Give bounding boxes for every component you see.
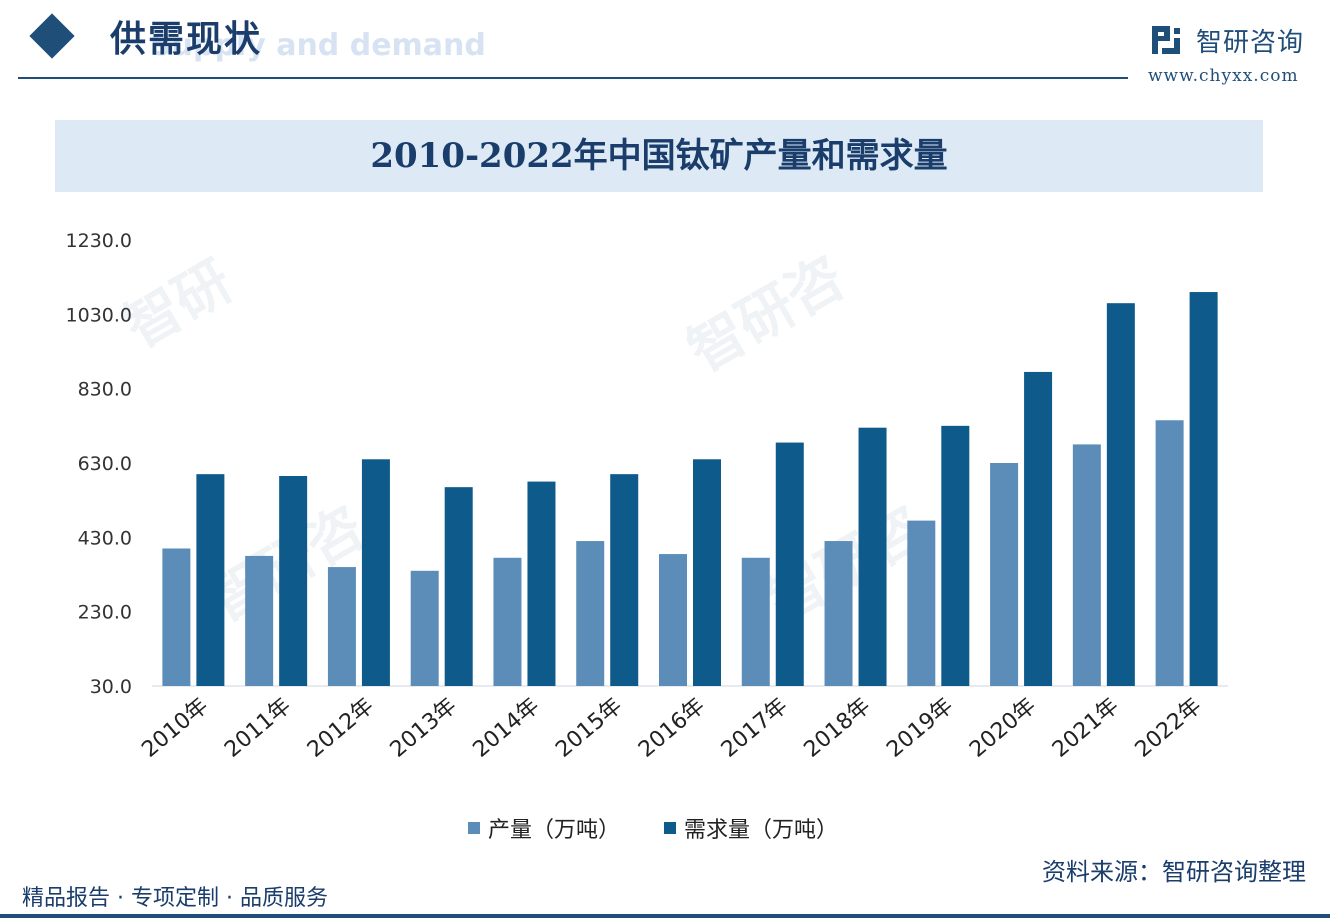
legend-item-demand: 需求量（万吨） bbox=[664, 812, 838, 844]
y-tick-label: 1230.0 bbox=[66, 230, 132, 252]
bar-production bbox=[1155, 420, 1184, 686]
bar-production bbox=[162, 548, 191, 686]
diamond-icon bbox=[29, 13, 75, 59]
y-tick-label: 30.0 bbox=[90, 676, 132, 698]
x-tick-label: 2010年 bbox=[137, 693, 213, 762]
x-tick-label: 2015年 bbox=[551, 693, 627, 762]
bar-demand bbox=[693, 459, 721, 686]
bar-production bbox=[410, 570, 439, 686]
bar-production bbox=[990, 463, 1019, 686]
source-note: 资料来源：智研咨询整理 bbox=[1042, 858, 1306, 886]
y-tick-label: 430.0 bbox=[78, 527, 132, 549]
y-tick-label: 830.0 bbox=[78, 379, 132, 401]
chart-title-band: 2010-2022年中国钛矿产量和需求量 bbox=[55, 120, 1263, 192]
x-tick-label: 2022年 bbox=[1131, 693, 1207, 762]
bar-demand bbox=[196, 474, 225, 686]
x-tick-label: 2020年 bbox=[965, 693, 1041, 762]
bar-demand bbox=[279, 476, 308, 686]
legend-label-production: 产量（万吨） bbox=[488, 818, 621, 843]
legend-swatch-demand bbox=[664, 822, 676, 834]
legend-swatch-production bbox=[468, 822, 480, 834]
bar-demand bbox=[527, 481, 556, 686]
bottom-bar bbox=[0, 914, 1330, 918]
x-tick-label: 2018年 bbox=[800, 693, 876, 762]
bar-demand bbox=[941, 425, 970, 686]
section-header: Supply and demand 供需现状 智研咨询 www.chyxx.co… bbox=[0, 0, 1330, 100]
x-tick-label: 2011年 bbox=[220, 693, 296, 762]
x-tick-label: 2021年 bbox=[1048, 693, 1124, 762]
y-tick-label: 230.0 bbox=[78, 602, 132, 624]
y-tick-label: 1030.0 bbox=[66, 304, 132, 326]
x-tick-label: 2013年 bbox=[386, 693, 462, 762]
x-tick-label: 2017年 bbox=[717, 693, 793, 762]
bar-production bbox=[245, 555, 274, 686]
x-tick-label: 2016年 bbox=[634, 693, 710, 762]
bar-production bbox=[659, 554, 687, 686]
bar-demand bbox=[1024, 371, 1053, 686]
bar-production bbox=[327, 567, 356, 686]
brand-logo-icon bbox=[1152, 26, 1180, 54]
bar-demand bbox=[775, 442, 804, 686]
bar-production bbox=[493, 557, 522, 686]
x-tick-label: 2014年 bbox=[468, 693, 544, 762]
bar-production bbox=[576, 541, 605, 686]
y-tick-label: 630.0 bbox=[78, 453, 132, 475]
bar-production bbox=[741, 557, 770, 686]
bar-demand bbox=[444, 487, 473, 686]
bar-production bbox=[1072, 444, 1101, 686]
bar-demand bbox=[1189, 292, 1218, 686]
x-tick-label: 2019年 bbox=[882, 693, 958, 762]
bar-chart: 30.0 230.0 430.0 630.0 830.0 1030.0 1230.0 2010… bbox=[66, 230, 1228, 763]
brand-url: www.chyxx.com bbox=[1148, 66, 1299, 86]
legend-item-production: 产量（万吨） bbox=[468, 812, 620, 844]
chart-legend: 产量（万吨） 需求量（万吨） bbox=[0, 812, 1330, 848]
footer-tagline: 精品报告 · 专项定制 · 品质服务 bbox=[22, 886, 328, 911]
bar-demand bbox=[361, 459, 390, 686]
chart-title: 2010-2022年中国钛矿产量和需求量 bbox=[370, 136, 948, 176]
legend-label-demand: 需求量（万吨） bbox=[684, 818, 839, 843]
bar-demand bbox=[610, 474, 639, 686]
x-tick-label: 2012年 bbox=[303, 693, 379, 762]
bar-production bbox=[907, 520, 936, 686]
bar-demand bbox=[858, 427, 887, 686]
section-title: 供需现状 bbox=[110, 19, 263, 60]
bar-production bbox=[824, 541, 853, 686]
bar-demand bbox=[1106, 303, 1135, 686]
brand-name: 智研咨询 bbox=[1196, 28, 1305, 58]
header-divider bbox=[18, 77, 1128, 79]
